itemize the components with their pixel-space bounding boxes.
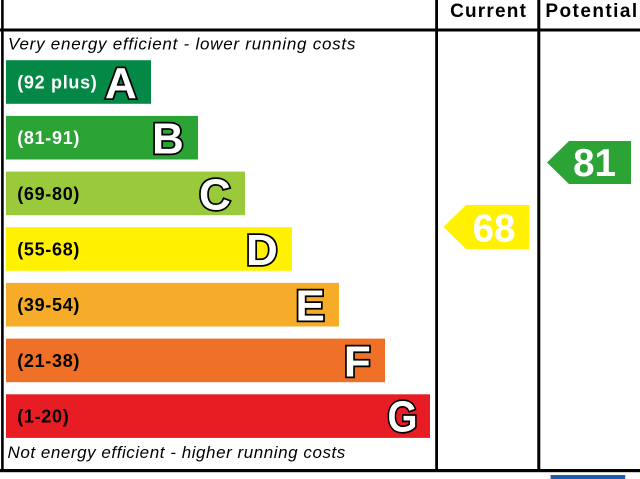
svg-text:B: B <box>152 115 184 164</box>
svg-text:G: G <box>388 392 418 441</box>
svg-text:(1-20): (1-20) <box>17 407 69 427</box>
svg-text:A: A <box>105 59 137 108</box>
svg-text:(92 plus): (92 plus) <box>17 72 97 92</box>
svg-text:C: C <box>199 170 231 219</box>
svg-text:(39-54): (39-54) <box>17 295 80 315</box>
svg-text:E: E <box>295 282 324 331</box>
svg-text:Not energy efficient - higher: Not energy efficient - higher running co… <box>8 443 346 462</box>
svg-text:Very energy efficient - lower: Very energy efficient - lower running co… <box>8 34 356 53</box>
svg-text:(55-68): (55-68) <box>17 239 80 259</box>
svg-text:(69-80): (69-80) <box>17 184 80 204</box>
svg-text:(21-38): (21-38) <box>17 351 80 371</box>
svg-text:81: 81 <box>573 142 616 185</box>
svg-text:Potential: Potential <box>545 1 638 22</box>
svg-text:Current: Current <box>450 1 527 22</box>
svg-text:D: D <box>246 226 278 275</box>
svg-text:68: 68 <box>473 208 516 251</box>
svg-text:F: F <box>344 337 371 386</box>
svg-text:(81-91): (81-91) <box>17 128 80 148</box>
